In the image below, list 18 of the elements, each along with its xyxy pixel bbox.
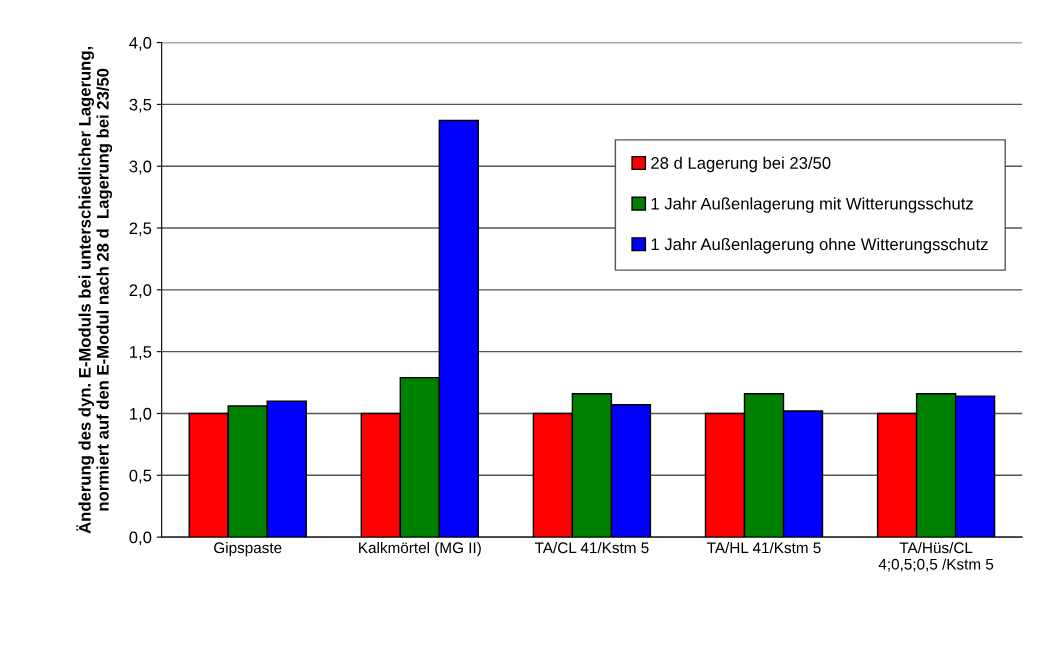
x-tick-label: TA/CL 41/Kstm 5 (534, 541, 649, 554)
y-tick-label: 0,5 (129, 469, 152, 484)
y-tick-label: 2,0 (129, 284, 152, 299)
y-tick-label: 3,0 (129, 160, 152, 175)
y-tick-label: 2,5 (129, 222, 152, 237)
legend-label: 1 Jahr Außenlagerung ohne Witterungsschutz (651, 237, 988, 254)
legend-label: 28 d Lagerung bei 23/50 (651, 156, 831, 173)
x-tick-label: TA/HL 41/Kstm 5 (707, 541, 821, 554)
legend-label: 1 Jahr Außenlagerung mit Witterungsschutz (651, 197, 973, 213)
y-tick-label: 1,0 (130, 407, 152, 422)
y-tick-label: 1,5 (130, 346, 152, 360)
y-tick-label: 3,5 (129, 98, 152, 113)
y-tick-label: 0,0 (129, 531, 152, 546)
y-tick-label: 4,0 (129, 36, 152, 51)
x-tick-label: Gipspaste (214, 541, 282, 557)
x-tick-label: Kalkmörtel (MG II) (359, 541, 481, 557)
y-axis-title: Änderung des dyn. E-Moduls bei unterschiedlicher Lagerung, normiert auf den E-Modul nach 28 d Lagerung bei 23/50 (76, 46, 113, 534)
x-tick-label: TA/Hüs/CL 4;0,5;0,5 /Kstm 5 (878, 541, 994, 572)
